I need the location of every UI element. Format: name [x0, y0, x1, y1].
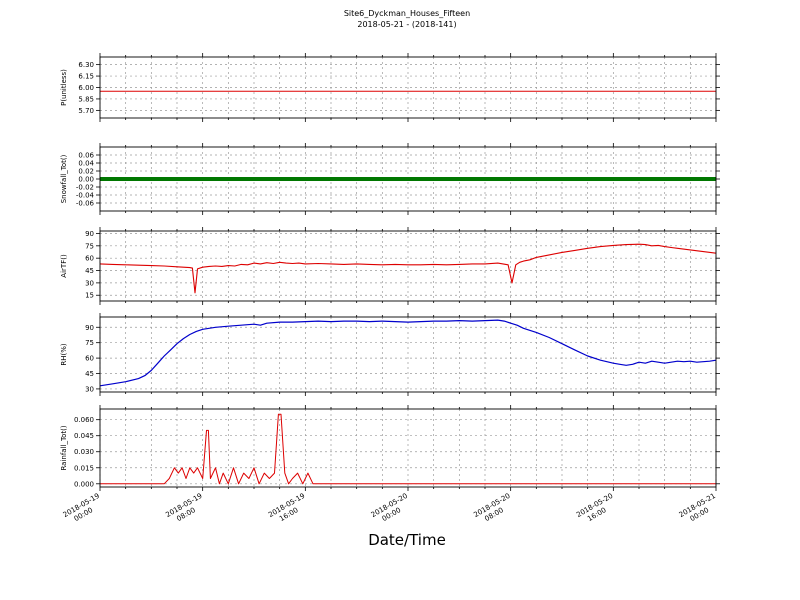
- y-tick-label: 0.04: [78, 160, 94, 168]
- y-tick-label: 90: [85, 324, 94, 332]
- y-tick-label: 0.000: [74, 480, 94, 488]
- x-axis-title: Date/Time: [368, 531, 446, 549]
- y-tick-label: 0.060: [74, 416, 94, 424]
- x-tick-label: 2018-05-1900:00: [62, 492, 106, 527]
- y-tick-label: 0.030: [74, 448, 94, 456]
- panel-p: 5.70 5.85 6.00 6.15 6.30 P(unitless): [60, 53, 720, 122]
- panel-rh: 30 45 60 75 90 RH(%): [60, 313, 720, 396]
- x-tick-label: 2018-05-2000:00: [370, 492, 414, 527]
- y-tick-label: -0.02: [76, 184, 94, 192]
- y-tick-label: 6.15: [78, 73, 94, 81]
- y-axis-label-p: P(unitless): [60, 69, 68, 106]
- y-tick-label: -0.06: [76, 200, 95, 208]
- x-tick-label: 2018-05-1916:00: [267, 492, 311, 527]
- series-rh: [99, 319, 717, 387]
- y-tick-label: 0.045: [74, 432, 94, 440]
- y-tick-label: 75: [85, 339, 94, 347]
- y-tick-label: 0.06: [78, 152, 94, 160]
- y-tick-label: 6.30: [78, 61, 94, 69]
- series-airtf: [99, 243, 717, 294]
- axes-frame: [99, 316, 717, 393]
- y-tick-label: 0.015: [74, 464, 94, 472]
- axes-frame: [99, 408, 717, 488]
- y-axis-label-snowfall: Snowfall_Tot(): [60, 154, 68, 203]
- y-axis-label-airtf: AirTF(): [60, 254, 68, 278]
- chart-subtitle: 2018-05-21 - (2018-141): [357, 20, 457, 29]
- y-tick-label: 15: [85, 292, 94, 300]
- axes-frame: [99, 230, 717, 302]
- x-tick-label: 2018-05-2100:00: [678, 492, 722, 527]
- x-tick-label: 2018-05-1908:00: [164, 492, 208, 527]
- y-tick-label: 6.00: [78, 84, 94, 92]
- y-tick-label: 45: [85, 267, 94, 275]
- x-tick-label: 2018-05-2016:00: [575, 492, 619, 527]
- y-tick-label: 0.00: [78, 176, 94, 184]
- chart-title: Site6_Dyckman_Houses_Fifteen: [343, 9, 471, 18]
- axes-frame: [99, 146, 717, 212]
- x-tick-label: 2018-05-2008:00: [472, 492, 516, 527]
- series-rainfall: [100, 413, 716, 485]
- y-axis-label-rainfall: Rainfall_Tot(): [60, 425, 68, 470]
- y-tick-label: 30: [85, 385, 94, 393]
- axes-frame: [99, 56, 717, 119]
- y-tick-label: 60: [85, 355, 94, 363]
- y-axis-label-rh: RH(%): [60, 343, 68, 366]
- panel-airtf: 15 30 45 60 75 90 AirTF(): [60, 227, 720, 305]
- panel-snowfall: -0.06-0.04-0.020.000.020.040.06 Snowfall_…: [60, 143, 720, 215]
- y-tick-label: 60: [85, 255, 94, 263]
- panel-rainfall: 0.000 0.015 0.030 0.045 0.060 Rainfall_Tot(): [60, 405, 720, 491]
- y-tick-label: 30: [85, 279, 94, 287]
- y-tick-label: 5.85: [78, 95, 94, 103]
- y-tick-label: 75: [85, 242, 94, 250]
- y-tick-label: -0.04: [76, 192, 95, 200]
- y-tick-label: 45: [85, 370, 94, 378]
- y-tick-label: 90: [85, 230, 94, 238]
- y-tick-label: 5.70: [78, 107, 94, 115]
- y-tick-label: 0.02: [78, 168, 94, 176]
